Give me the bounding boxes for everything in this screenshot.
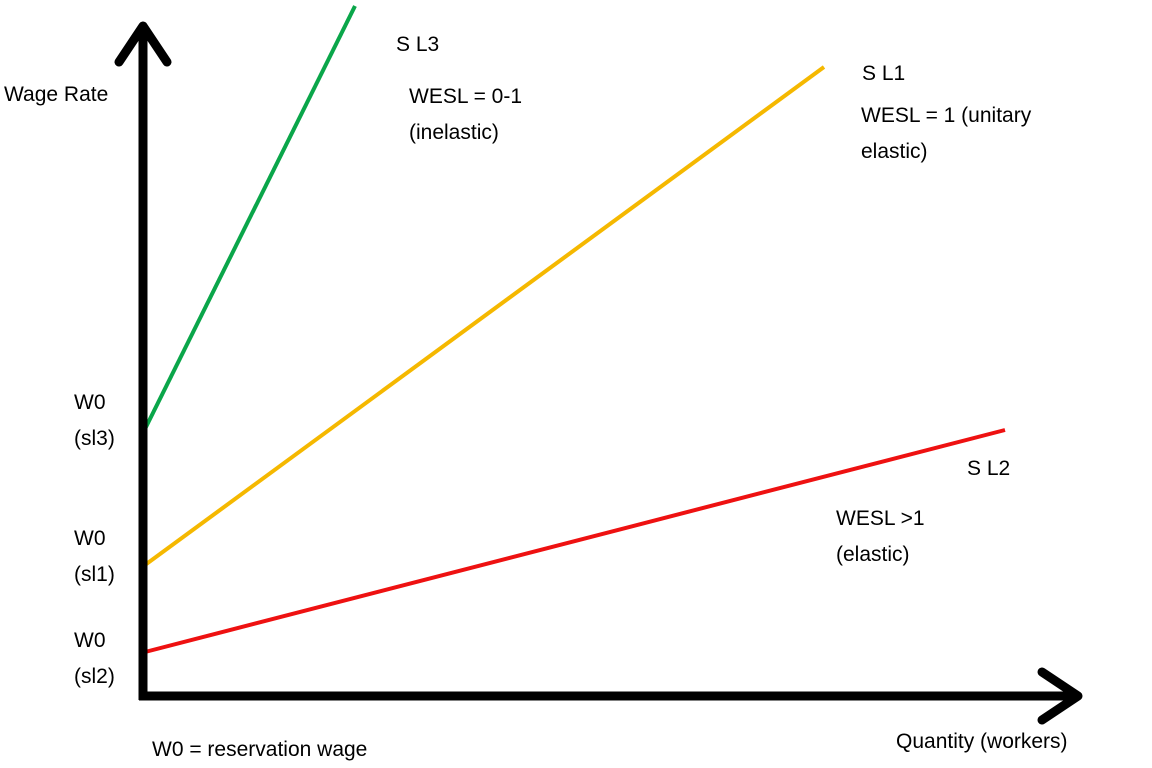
curve-description-sl1: WESL = 1 (unitary elastic) [861,98,1031,170]
w0-label-sl1-line-2: (sl1) [74,563,115,586]
w0-label-sl3-line-1: W0 [74,391,106,414]
reservation-wage-footnote: W0 = reservation wage [152,738,368,761]
w0-label-sl3-line-2: (sl3) [74,427,115,450]
y-axis-label: Wage Rate [4,83,109,106]
curve-description-sl1-line-1: WESL = 1 (unitary [861,104,1032,127]
w0-label-sl2: W0 (sl2) [74,623,115,695]
supply-curve-sl1-line [143,65,826,567]
y-axis-arrowhead [114,21,172,67]
curve-name-sl3: S L3 [396,33,440,56]
curve-description-sl3-line-2: (inelastic) [409,121,499,144]
supply-curve-sl3-line [143,5,357,430]
w0-label-sl2-line-2: (sl2) [74,665,115,688]
w0-label-sl3: W0 (sl3) [74,385,115,457]
w0-label-sl1: W0 (sl1) [74,521,115,593]
x-axis-label: Quantity (workers) [896,730,1068,753]
curve-name-sl1: S L1 [862,62,906,85]
curve-description-sl1-line-2: elastic) [861,140,928,163]
w0-label-sl2-line-1: W0 [74,629,106,652]
x-axis-arrowhead [1037,667,1083,725]
w0-label-sl1-line-1: W0 [74,527,106,550]
curve-description-sl2-line-1: WESL >1 [836,507,925,530]
curve-description-sl2: WESL >1 (elastic) [836,501,925,573]
curve-description-sl3: WESL = 0-1 (inelastic) [409,79,522,151]
curve-name-sl2: S L2 [967,457,1011,480]
curve-description-sl2-line-2: (elastic) [836,543,910,566]
curve-description-sl3-line-1: WESL = 0-1 [409,85,523,108]
supply-curve-sl2-line [144,428,1006,654]
